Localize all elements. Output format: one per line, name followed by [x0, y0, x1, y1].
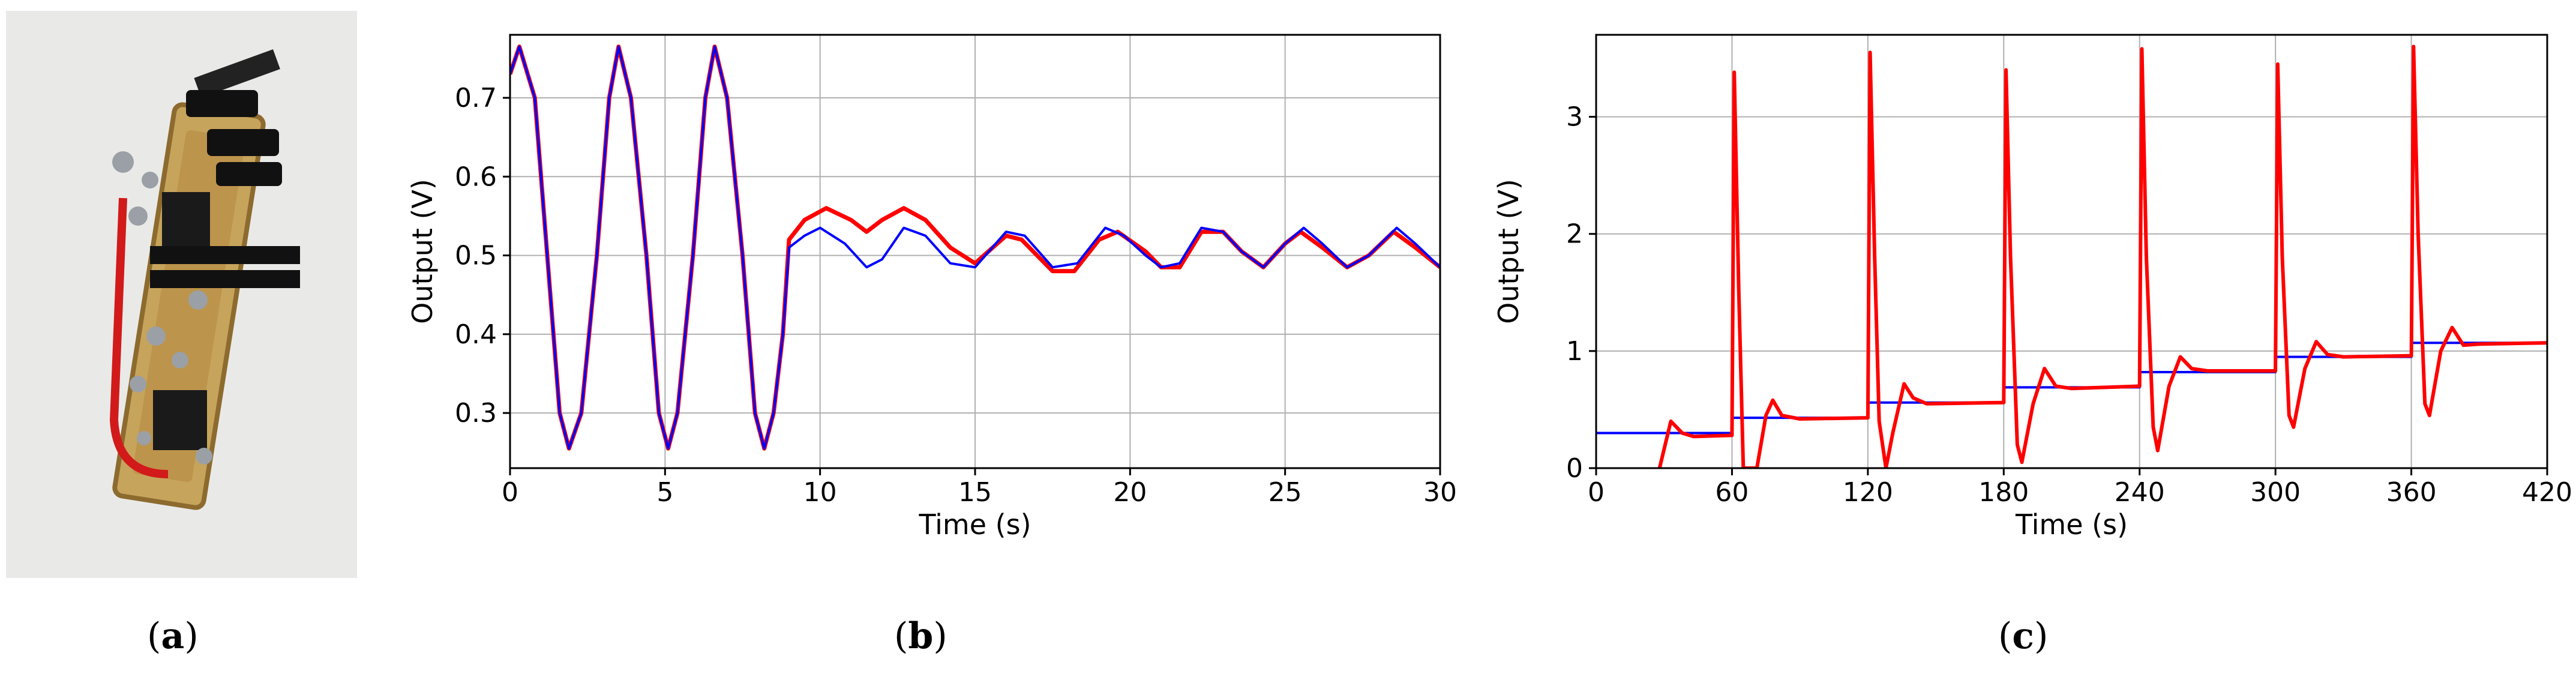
x-tick-label: 0 — [502, 477, 518, 508]
panel-label-b: (b) — [894, 615, 947, 657]
plot-frame — [1595, 34, 2548, 469]
solder-joints — [112, 151, 212, 465]
panel-label-c: (c) — [1998, 615, 2049, 657]
x-tick-label: 360 — [2386, 477, 2437, 508]
x-tick-label: 240 — [2115, 477, 2165, 508]
x-tick-label: 10 — [803, 477, 837, 508]
y-tick-label: 0.7 — [455, 83, 497, 113]
circuit-board-photo — [6, 11, 357, 578]
ic-chip — [153, 192, 210, 450]
x-tick-label: 15 — [958, 477, 992, 508]
x-axis-label: Time (s) — [2015, 508, 2128, 541]
series-line — [510, 45, 1440, 450]
series-line — [1657, 44, 2547, 468]
x-tick-label: 120 — [1843, 477, 1893, 508]
y-tick-label: 0 — [1566, 453, 1583, 484]
x-tick-label: 0 — [1588, 477, 1605, 508]
panel-label-a: (a) — [147, 615, 199, 657]
y-tick-label: 0.4 — [455, 319, 497, 350]
x-tick-label: 300 — [2250, 477, 2301, 508]
chart-c: 0 60 120 180 240 300 360 420 0 1 2 3 Time (s) Output … — [1492, 34, 2572, 541]
chart-b: 0 5 10 15 20 25 30 0.3 0.4 0.5 0.6 0.7 Time (s) Outpu… — [406, 34, 1457, 541]
x-axis-label: Time (s) — [918, 508, 1031, 541]
x-tick-label: 25 — [1268, 477, 1302, 508]
y-tick-label: 0.3 — [455, 398, 497, 429]
x-tick-label: 180 — [1978, 477, 2029, 508]
x-tick-label: 20 — [1113, 477, 1147, 508]
x-tick-label: 5 — [656, 477, 673, 508]
red-wire — [109, 197, 169, 478]
y-tick-label: 3 — [1566, 102, 1583, 133]
y-tick-label: 0.5 — [455, 241, 497, 271]
y-tick-label: 0.6 — [455, 161, 497, 192]
y-tick-label: 1 — [1566, 336, 1583, 367]
plot-area — [1596, 35, 2547, 468]
x-tick-label: 420 — [2522, 477, 2572, 508]
x-tick-label: 30 — [1423, 477, 1457, 508]
y-tick-label: 2 — [1566, 219, 1583, 250]
y-axis-label: Output (V) — [406, 179, 439, 324]
pin-header — [150, 49, 300, 288]
y-axis-label: Output (V) — [1492, 179, 1525, 324]
x-tick-label: 60 — [1715, 477, 1749, 508]
